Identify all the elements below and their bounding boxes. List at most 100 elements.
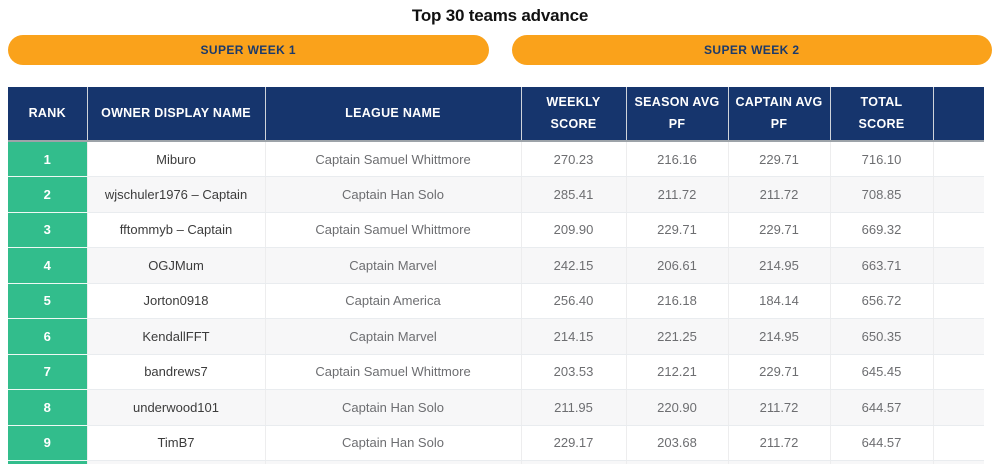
page-title: Top 30 teams advance (411, 6, 589, 25)
weekly-score-cell: 211.95 (520, 389, 626, 426)
captain-avg-pf-cell: 184.14 (727, 283, 830, 319)
total-score-cell: 656.72 (829, 283, 933, 319)
owner-name-cell: fftommyb – Captain (86, 212, 265, 248)
empty-cell (932, 141, 984, 177)
rank-cell: 4 (8, 247, 87, 284)
empty-cell (932, 176, 984, 213)
column-header-league-name: LEAGUE NAME (264, 87, 521, 142)
column-header-empty (932, 87, 984, 142)
total-score-cell: 716.10 (829, 141, 933, 177)
leaderboard-table: RANK OWNER DISPLAY NAME LEAGUE NAME WEEKLY … (8, 87, 984, 464)
table-row: 9 TimB7 Captain Han Solo 229.17 203.68 211.72… (8, 425, 984, 461)
season-avg-pf-cell (625, 460, 728, 464)
column-header-weekly-score: WEEKLY SCORE (520, 87, 626, 142)
season-avg-pf-cell: 203.68 (625, 425, 728, 461)
captain-avg-pf-cell: 229.71 (727, 212, 830, 248)
total-score-cell: 644.57 (829, 425, 933, 461)
empty-cell (932, 318, 984, 355)
owner-name-cell (86, 460, 265, 464)
column-header-season-avg-pf: SEASON AVG PF (625, 87, 728, 142)
empty-cell (932, 283, 984, 319)
column-header-total-score: TOTAL SCORE (829, 87, 933, 142)
weekly-score-cell: 285.41 (520, 176, 626, 213)
column-header-captain-avg-pf: CAPTAIN AVG PF (727, 87, 830, 142)
rank-cell: 2 (8, 176, 87, 213)
league-name-cell: Captain Marvel (264, 247, 521, 284)
league-name-cell: Captain Han Solo (264, 425, 521, 461)
weekly-score-cell: 209.90 (520, 212, 626, 248)
league-name-cell (264, 460, 521, 464)
table-row: 8 underwood101 Captain Han Solo 211.95 220.9… (8, 389, 984, 426)
league-name-cell: Captain Marvel (264, 318, 521, 355)
season-avg-pf-cell: 211.72 (625, 176, 728, 213)
season-avg-pf-cell: 216.16 (625, 141, 728, 177)
league-name-cell: Captain America (264, 283, 521, 319)
super-week-1-button[interactable]: SUPER WEEK 1 (8, 35, 489, 65)
table-row: 2 wjschuler1976 – Captain Captain Han Solo… (8, 176, 984, 213)
league-name-cell: Captain Samuel Whittmore (264, 212, 521, 248)
total-score-cell (829, 460, 933, 464)
total-score-cell: 650.35 (829, 318, 933, 355)
rank-cell: 9 (8, 425, 87, 461)
owner-name-cell: OGJMum (86, 247, 265, 284)
weekly-score-cell: 214.15 (520, 318, 626, 355)
weekly-score-cell: 256.40 (520, 283, 626, 319)
season-avg-pf-cell: 229.71 (625, 212, 728, 248)
total-score-cell: 669.32 (829, 212, 933, 248)
super-week-2-button[interactable]: SUPER WEEK 2 (511, 35, 992, 65)
league-name-cell: Captain Han Solo (264, 389, 521, 426)
rank-cell: 1 (8, 141, 87, 177)
captain-avg-pf-cell: 211.72 (727, 176, 830, 213)
rank-cell: 3 (8, 212, 87, 248)
table-row (8, 460, 984, 464)
table-row: 1 Miburo Captain Samuel Whittmore 270.23 216… (8, 141, 984, 177)
column-header-owner-display-name: OWNER DISPLAY NAME (86, 87, 265, 142)
rank-cell: 6 (8, 318, 87, 355)
owner-name-cell: underwood101 (86, 389, 265, 426)
season-avg-pf-cell: 220.90 (625, 389, 728, 426)
season-avg-pf-cell: 216.18 (625, 283, 728, 319)
captain-avg-pf-cell: 211.72 (727, 425, 830, 461)
season-avg-pf-cell: 212.21 (625, 354, 728, 390)
captain-avg-pf-cell: 214.95 (727, 247, 830, 284)
empty-cell (932, 389, 984, 426)
owner-name-cell: wjschuler1976 – Captain (86, 176, 265, 213)
table-row: 4 OGJMum Captain Marvel 242.15 206.61 214.95 6… (8, 247, 984, 284)
table-row: 7 bandrews7 Captain Samuel Whittmore 203.53… (8, 354, 984, 390)
empty-cell (932, 247, 984, 284)
rank-cell: 8 (8, 389, 87, 426)
weekly-score-cell: 229.17 (520, 425, 626, 461)
season-avg-pf-cell: 221.25 (625, 318, 728, 355)
league-name-cell: Captain Samuel Whittmore (264, 141, 521, 177)
weekly-score-cell (520, 460, 626, 464)
table-header-row: RANK OWNER DISPLAY NAME LEAGUE NAME WEEKLY … (8, 87, 984, 142)
owner-name-cell: Miburo (86, 141, 265, 177)
captain-avg-pf-cell (727, 460, 830, 464)
weekly-score-cell: 270.23 (520, 141, 626, 177)
rank-cell: 5 (8, 283, 87, 319)
owner-name-cell: TimB7 (86, 425, 265, 461)
captain-avg-pf-cell: 211.72 (727, 389, 830, 426)
empty-cell (932, 212, 984, 248)
week-buttons-row: SUPER WEEK 1 SUPER WEEK 2 (8, 35, 992, 65)
table-row: 5 Jorton0918 Captain America 256.40 216.18 18… (8, 283, 984, 319)
empty-cell (932, 425, 984, 461)
rank-cell: 7 (8, 354, 87, 390)
captain-avg-pf-cell: 229.71 (727, 354, 830, 390)
owner-name-cell: KendallFFT (86, 318, 265, 355)
weekly-score-cell: 203.53 (520, 354, 626, 390)
total-score-cell: 644.57 (829, 389, 933, 426)
empty-cell (932, 460, 984, 464)
weekly-score-cell: 242.15 (520, 247, 626, 284)
season-avg-pf-cell: 206.61 (625, 247, 728, 284)
league-name-cell: Captain Han Solo (264, 176, 521, 213)
captain-avg-pf-cell: 214.95 (727, 318, 830, 355)
captain-avg-pf-cell: 229.71 (727, 141, 830, 177)
total-score-cell: 708.85 (829, 176, 933, 213)
column-header-rank: RANK (8, 87, 87, 142)
total-score-cell: 663.71 (829, 247, 933, 284)
league-name-cell: Captain Samuel Whittmore (264, 354, 521, 390)
owner-name-cell: bandrews7 (86, 354, 265, 390)
empty-cell (932, 354, 984, 390)
